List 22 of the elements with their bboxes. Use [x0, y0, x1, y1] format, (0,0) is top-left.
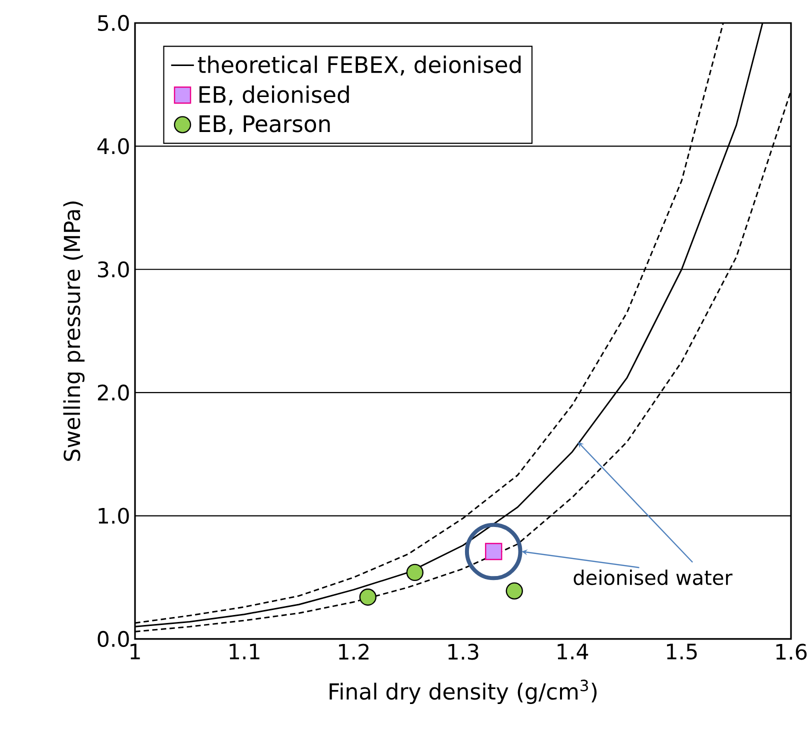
x-tick-label: 1.1 — [230, 644, 260, 660]
y-tick-label: 4.0 — [97, 138, 129, 154]
x-tick-label: 1.2 — [339, 644, 368, 660]
x-axis-title: Final dry density (g/cm$^{3}$) — [330, 680, 597, 704]
y-tick-label: 5.0 — [98, 14, 129, 32]
y-tick-label: 2.0 — [98, 384, 129, 401]
y-tick-label: 3.0 — [98, 261, 129, 278]
x-tick-label: 1.4 — [558, 644, 588, 660]
legend-label: theoretical FEBEX, deionised — [198, 56, 521, 76]
x-tick-label: 1.3 — [448, 644, 478, 660]
point — [359, 588, 376, 606]
y-axis-title: Swelling pressure (MPa) — [63, 202, 85, 461]
point — [506, 582, 523, 600]
legend-label: EB, deionised — [200, 86, 349, 106]
legend-label: EB, Pearson — [200, 115, 330, 135]
point — [406, 564, 424, 582]
annotation: deionised water — [574, 570, 732, 586]
y-tick-label: 1.0 — [98, 508, 129, 524]
y-tick-label: 0.0 — [98, 630, 129, 648]
x-tick-label: 1.6 — [776, 644, 807, 660]
x-tick-label: 1 — [130, 644, 140, 660]
x-tick-label: 1.5 — [667, 644, 697, 660]
